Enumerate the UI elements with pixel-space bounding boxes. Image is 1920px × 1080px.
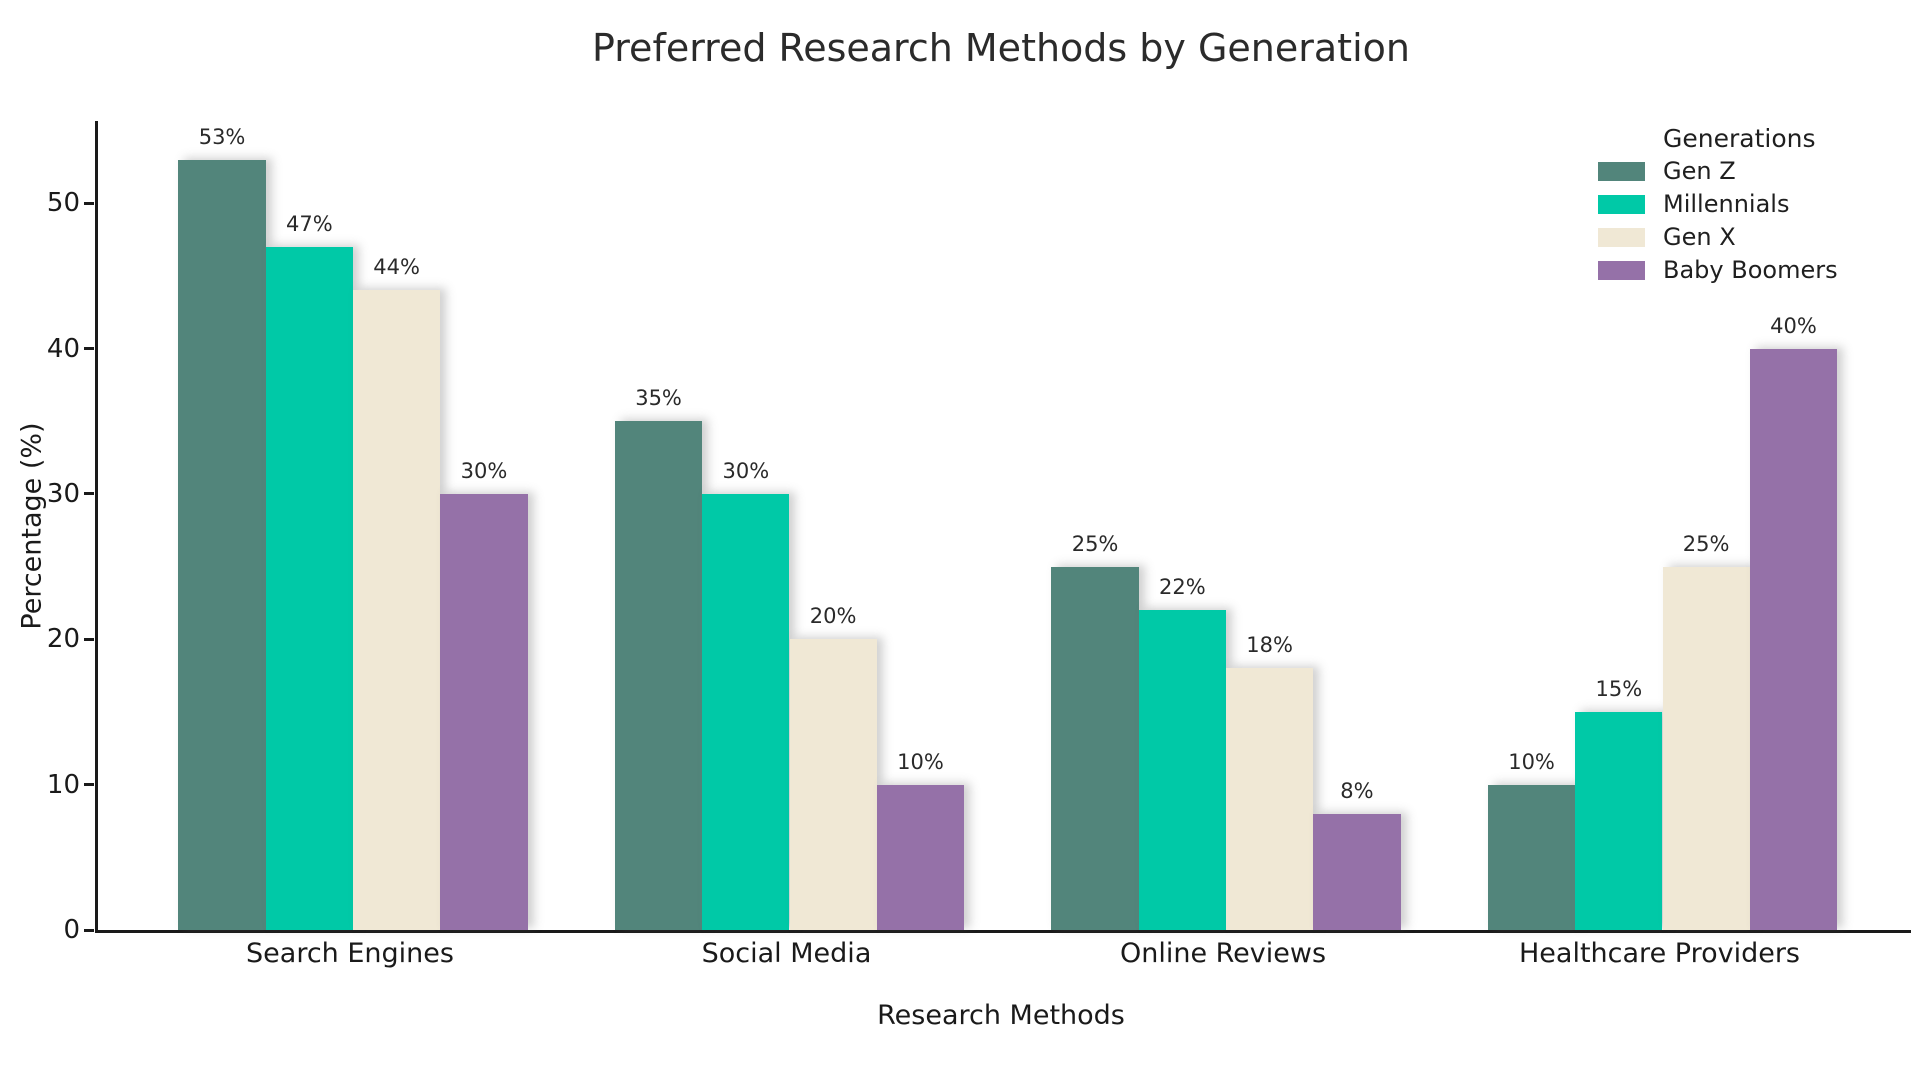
category-label: Social Media: [701, 938, 872, 969]
bar: [1487, 784, 1576, 930]
bar-value-label: 30%: [722, 458, 770, 483]
bar: [1662, 566, 1750, 930]
category-label: Healthcare Providers: [1519, 938, 1800, 969]
bar-value-label: 15%: [1595, 676, 1643, 701]
legend-label: Baby Boomers: [1663, 256, 1838, 284]
legend-item: Millennials: [1598, 190, 1838, 218]
y-tick-mark: [84, 492, 94, 496]
bar: [614, 421, 703, 930]
bar-value-label: 25%: [1682, 531, 1730, 556]
legend-swatch: [1598, 161, 1645, 181]
bar-value-label: 8%: [1340, 778, 1374, 803]
legend-swatch: [1598, 194, 1645, 214]
bar: [1575, 711, 1663, 930]
legend-label: Gen X: [1663, 223, 1736, 251]
bar-value-label: 10%: [1508, 749, 1555, 774]
legend: Generations Gen Z Millennials Gen X Baby Bo…: [1598, 124, 1838, 293]
legend-title: Generations: [1663, 124, 1816, 153]
y-tick-mark: [84, 783, 94, 787]
legend-label: Gen Z: [1663, 157, 1736, 185]
bar-value-label: 25%: [1071, 531, 1119, 556]
bar: [789, 639, 877, 930]
legend-items: Gen Z Millennials Gen X Baby Boomers: [1598, 157, 1838, 284]
plot-area: 53% 47% 44% 30% 35% 30% 20% 10% 25% 22% 18% 8% 10% 15…: [95, 121, 1911, 933]
bar: [1749, 348, 1838, 930]
y-tick-mark: [84, 347, 94, 350]
bar-value-label: 40%: [1770, 313, 1817, 338]
y-tick-label: 20: [46, 624, 80, 655]
bar: [1138, 610, 1226, 930]
bar-value-label: 18%: [1246, 633, 1293, 658]
chart-title: Preferred Research Methods by Generation: [592, 26, 1410, 70]
y-tick-label: 40: [46, 333, 80, 364]
y-axis-label: Percentage (%): [16, 422, 48, 630]
bar-value-label: 30%: [460, 458, 508, 483]
x-axis-label: Research Methods: [877, 1000, 1125, 1031]
y-tick-mark: [84, 928, 94, 932]
bar-value-label: 47%: [286, 211, 333, 236]
y-tick-mark: [84, 637, 94, 641]
y-tick-mark: [84, 201, 94, 205]
bar: [702, 493, 790, 930]
bar-value-label: 44%: [373, 255, 420, 280]
bar: [178, 159, 266, 930]
bar: [1313, 813, 1401, 930]
bar-value-label: 53%: [198, 124, 246, 149]
y-tick-label: 50: [46, 188, 80, 219]
legend-item: Gen Z: [1598, 157, 1838, 185]
bar: [353, 290, 441, 930]
y-tick-label: 30: [46, 478, 80, 509]
category-label: Online Reviews: [1119, 938, 1327, 969]
legend-item: Gen X: [1598, 223, 1838, 251]
y-tick-label: 10: [46, 769, 80, 800]
legend-swatch: [1598, 227, 1645, 247]
legend-item: Baby Boomers: [1598, 256, 1838, 284]
bar-value-label: 20%: [809, 604, 857, 629]
bar-value-label: 35%: [635, 386, 682, 411]
bar: [876, 784, 965, 930]
category-label: Search Engines: [246, 938, 454, 969]
bar: [440, 493, 528, 930]
y-tick-label: 0: [63, 915, 80, 945]
legend-swatch: [1598, 260, 1645, 280]
legend-label: Millennials: [1663, 190, 1790, 218]
bar-value-label: 10%: [897, 749, 944, 774]
bar: [1226, 668, 1314, 930]
bar-value-label: 22%: [1159, 575, 1206, 600]
bar: [1051, 566, 1139, 930]
bar: [265, 246, 353, 930]
